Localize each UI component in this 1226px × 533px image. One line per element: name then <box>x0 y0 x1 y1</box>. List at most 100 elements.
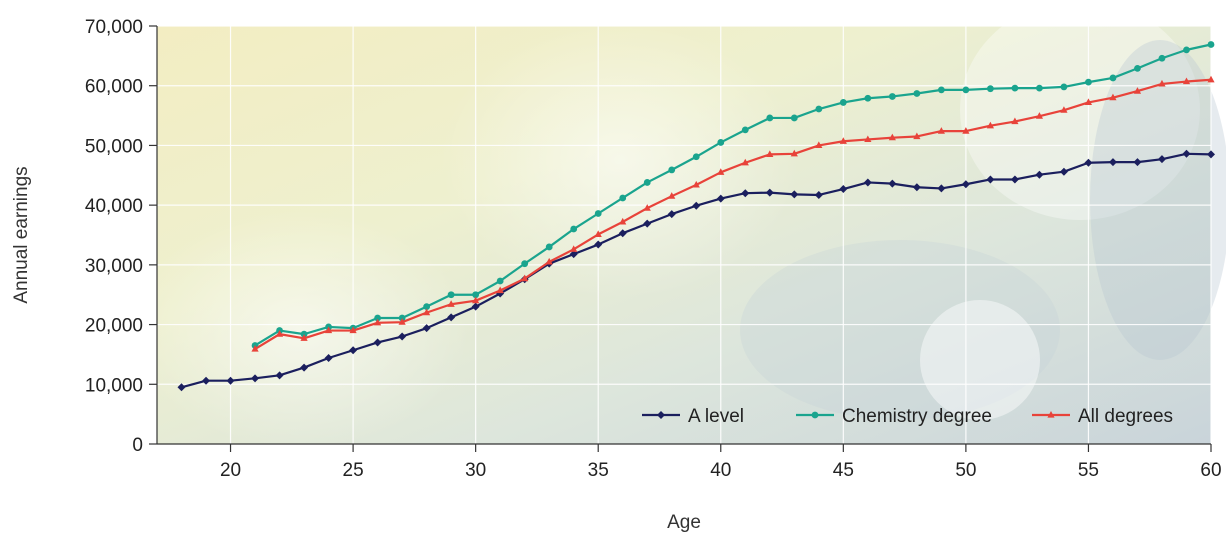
data-point <box>521 274 529 282</box>
data-point <box>594 240 603 249</box>
data-point <box>1035 112 1044 119</box>
data-point <box>251 374 260 383</box>
data-point <box>766 114 774 122</box>
data-point <box>1207 150 1215 159</box>
y-tick-label: 10,000 <box>85 375 143 396</box>
data-point <box>594 210 602 217</box>
series-chemistry-degree <box>251 41 1215 349</box>
legend-item: Chemistry degree <box>796 406 992 427</box>
legend-item: All degrees <box>1032 406 1173 427</box>
x-axis-title: Age <box>667 512 701 533</box>
data-point <box>398 332 407 341</box>
data-point <box>324 326 333 334</box>
series-layer <box>177 41 1215 392</box>
legend-swatch-marker <box>657 411 665 419</box>
data-point <box>349 346 358 355</box>
data-point <box>716 194 725 203</box>
data-point <box>667 210 676 219</box>
data-point <box>863 178 872 187</box>
y-axis-title: Annual earnings <box>11 166 32 303</box>
series-a-level <box>177 149 1215 392</box>
data-point <box>472 296 480 304</box>
legend-label: A level <box>688 406 744 427</box>
data-point <box>398 314 406 322</box>
data-point <box>324 354 333 363</box>
data-point <box>423 303 431 311</box>
axes <box>149 25 1212 452</box>
data-point <box>1084 98 1093 106</box>
y-tick-label: 0 <box>132 435 143 456</box>
data-point <box>447 300 455 307</box>
data-point <box>643 179 651 186</box>
legend-label: Chemistry degree <box>842 406 992 427</box>
data-point <box>1158 54 1166 62</box>
data-point <box>1133 87 1142 94</box>
data-point <box>1108 158 1117 167</box>
data-point <box>986 175 995 184</box>
data-point <box>937 184 946 193</box>
data-point <box>839 99 847 106</box>
data-point <box>1157 155 1166 164</box>
data-point <box>961 180 970 189</box>
data-point <box>471 302 480 311</box>
data-point <box>815 105 823 113</box>
data-point <box>251 345 259 352</box>
data-point <box>839 137 847 144</box>
data-point <box>570 245 578 252</box>
data-point <box>668 166 676 174</box>
data-point <box>765 188 774 197</box>
legend-swatch-marker <box>811 411 819 419</box>
y-tick-label: 50,000 <box>85 136 143 157</box>
data-point <box>1182 149 1191 158</box>
data-point <box>888 179 897 188</box>
data-point <box>692 180 700 188</box>
legend: A level Chemistry degree All degrees <box>642 406 1173 427</box>
legend-item: A level <box>642 406 744 427</box>
data-point <box>1010 175 1019 184</box>
x-tick-label: 25 <box>343 460 364 481</box>
data-point <box>275 371 284 380</box>
data-point <box>913 132 921 140</box>
data-point <box>1011 117 1019 125</box>
x-tick-label: 55 <box>1078 460 1099 481</box>
data-point <box>741 126 749 134</box>
data-point <box>962 127 970 134</box>
data-point <box>1133 158 1142 167</box>
series-line <box>254 43 1212 347</box>
data-point <box>300 363 309 372</box>
data-point <box>1158 79 1166 87</box>
data-point <box>717 168 725 175</box>
data-point <box>374 318 382 326</box>
data-point <box>300 330 308 338</box>
x-tick-label: 60 <box>1200 460 1221 481</box>
data-point <box>1207 41 1215 48</box>
x-tick-label: 45 <box>833 460 854 481</box>
data-point <box>619 194 627 202</box>
data-point <box>569 250 578 259</box>
data-point <box>202 376 211 385</box>
y-tick-label: 40,000 <box>85 196 143 217</box>
data-point <box>496 277 504 285</box>
data-point <box>717 139 725 146</box>
data-point <box>741 189 750 198</box>
data-point <box>398 318 406 325</box>
x-tick-labels: 20 25 30 35 40 45 50 55 60 <box>220 460 1222 481</box>
y-tick-label: 30,000 <box>85 256 143 277</box>
data-point <box>226 376 235 385</box>
data-point <box>888 93 896 100</box>
data-point <box>839 185 848 194</box>
data-point <box>1011 84 1019 92</box>
data-point <box>1085 78 1092 86</box>
y-tick-label: 60,000 <box>85 77 143 98</box>
data-point <box>594 230 602 238</box>
data-point <box>692 153 700 161</box>
grid-lines <box>157 25 1212 444</box>
data-point <box>937 127 945 134</box>
series-all-degrees <box>251 75 1215 352</box>
x-tick-label: 40 <box>710 460 731 481</box>
legend-swatch-marker <box>1047 411 1055 418</box>
series-line <box>254 78 1212 350</box>
data-point <box>741 158 749 166</box>
data-point <box>177 383 186 392</box>
data-point <box>472 291 480 299</box>
